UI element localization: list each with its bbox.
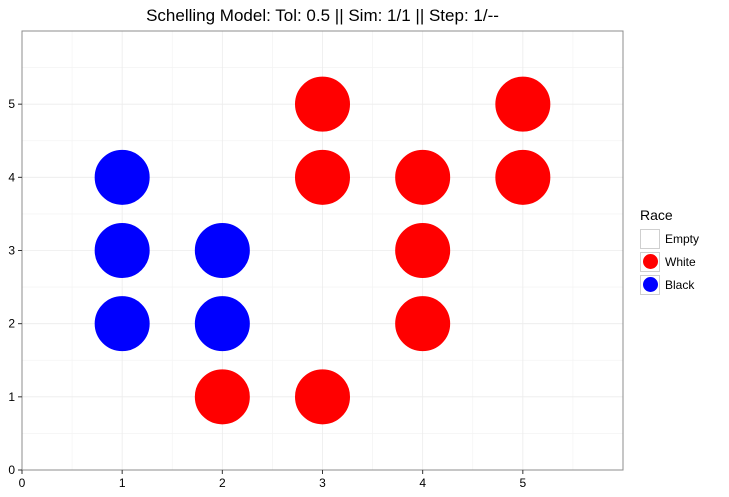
y-tick-label: 1 — [8, 390, 15, 404]
legend: Race Empty White Black — [640, 207, 726, 296]
x-tick-label: 4 — [419, 476, 426, 490]
legend-item-empty: Empty — [640, 227, 726, 250]
x-tick-label: 2 — [219, 476, 226, 490]
legend-item-black: Black — [640, 273, 726, 296]
data-point-white — [295, 369, 350, 425]
data-point-white — [194, 369, 250, 425]
data-point-black — [94, 296, 150, 352]
data-point-white — [395, 223, 451, 278]
data-point-black — [94, 223, 150, 278]
data-point-black — [94, 149, 150, 205]
y-tick-label: 2 — [8, 317, 15, 331]
legend-key-white — [640, 251, 660, 272]
y-tick-label: 4 — [8, 170, 15, 184]
legend-title: Race — [640, 207, 673, 223]
y-tick-label: 0 — [8, 463, 15, 477]
legend-dot-black — [642, 277, 658, 292]
chart-title: Schelling Model: Tol: 0.5 || Sim: 1/1 ||… — [146, 6, 499, 25]
data-point-white — [395, 149, 451, 205]
data-point-black — [194, 223, 250, 278]
legend-dot-empty — [643, 231, 658, 246]
data-point-white — [295, 149, 350, 205]
x-tick-label: 0 — [19, 476, 26, 490]
y-tick-label: 3 — [8, 244, 15, 258]
x-tick-label: 5 — [519, 476, 526, 490]
legend-label-black: Black — [665, 277, 695, 292]
x-tick-label: 3 — [319, 476, 326, 490]
legend-key-black — [640, 274, 660, 295]
legend-item-white: White — [640, 250, 726, 273]
data-point-black — [194, 296, 250, 352]
y-tick-label: 5 — [8, 97, 15, 111]
legend-label-white: White — [665, 254, 696, 269]
x-tick-label: 1 — [119, 476, 126, 490]
data-point-white — [495, 149, 551, 205]
legend-dot-white — [642, 254, 658, 269]
legend-key-empty — [640, 228, 660, 249]
data-point-white — [295, 76, 350, 132]
legend-label-empty: Empty — [665, 231, 700, 246]
data-point-white — [395, 296, 451, 352]
data-point-white — [495, 76, 551, 132]
